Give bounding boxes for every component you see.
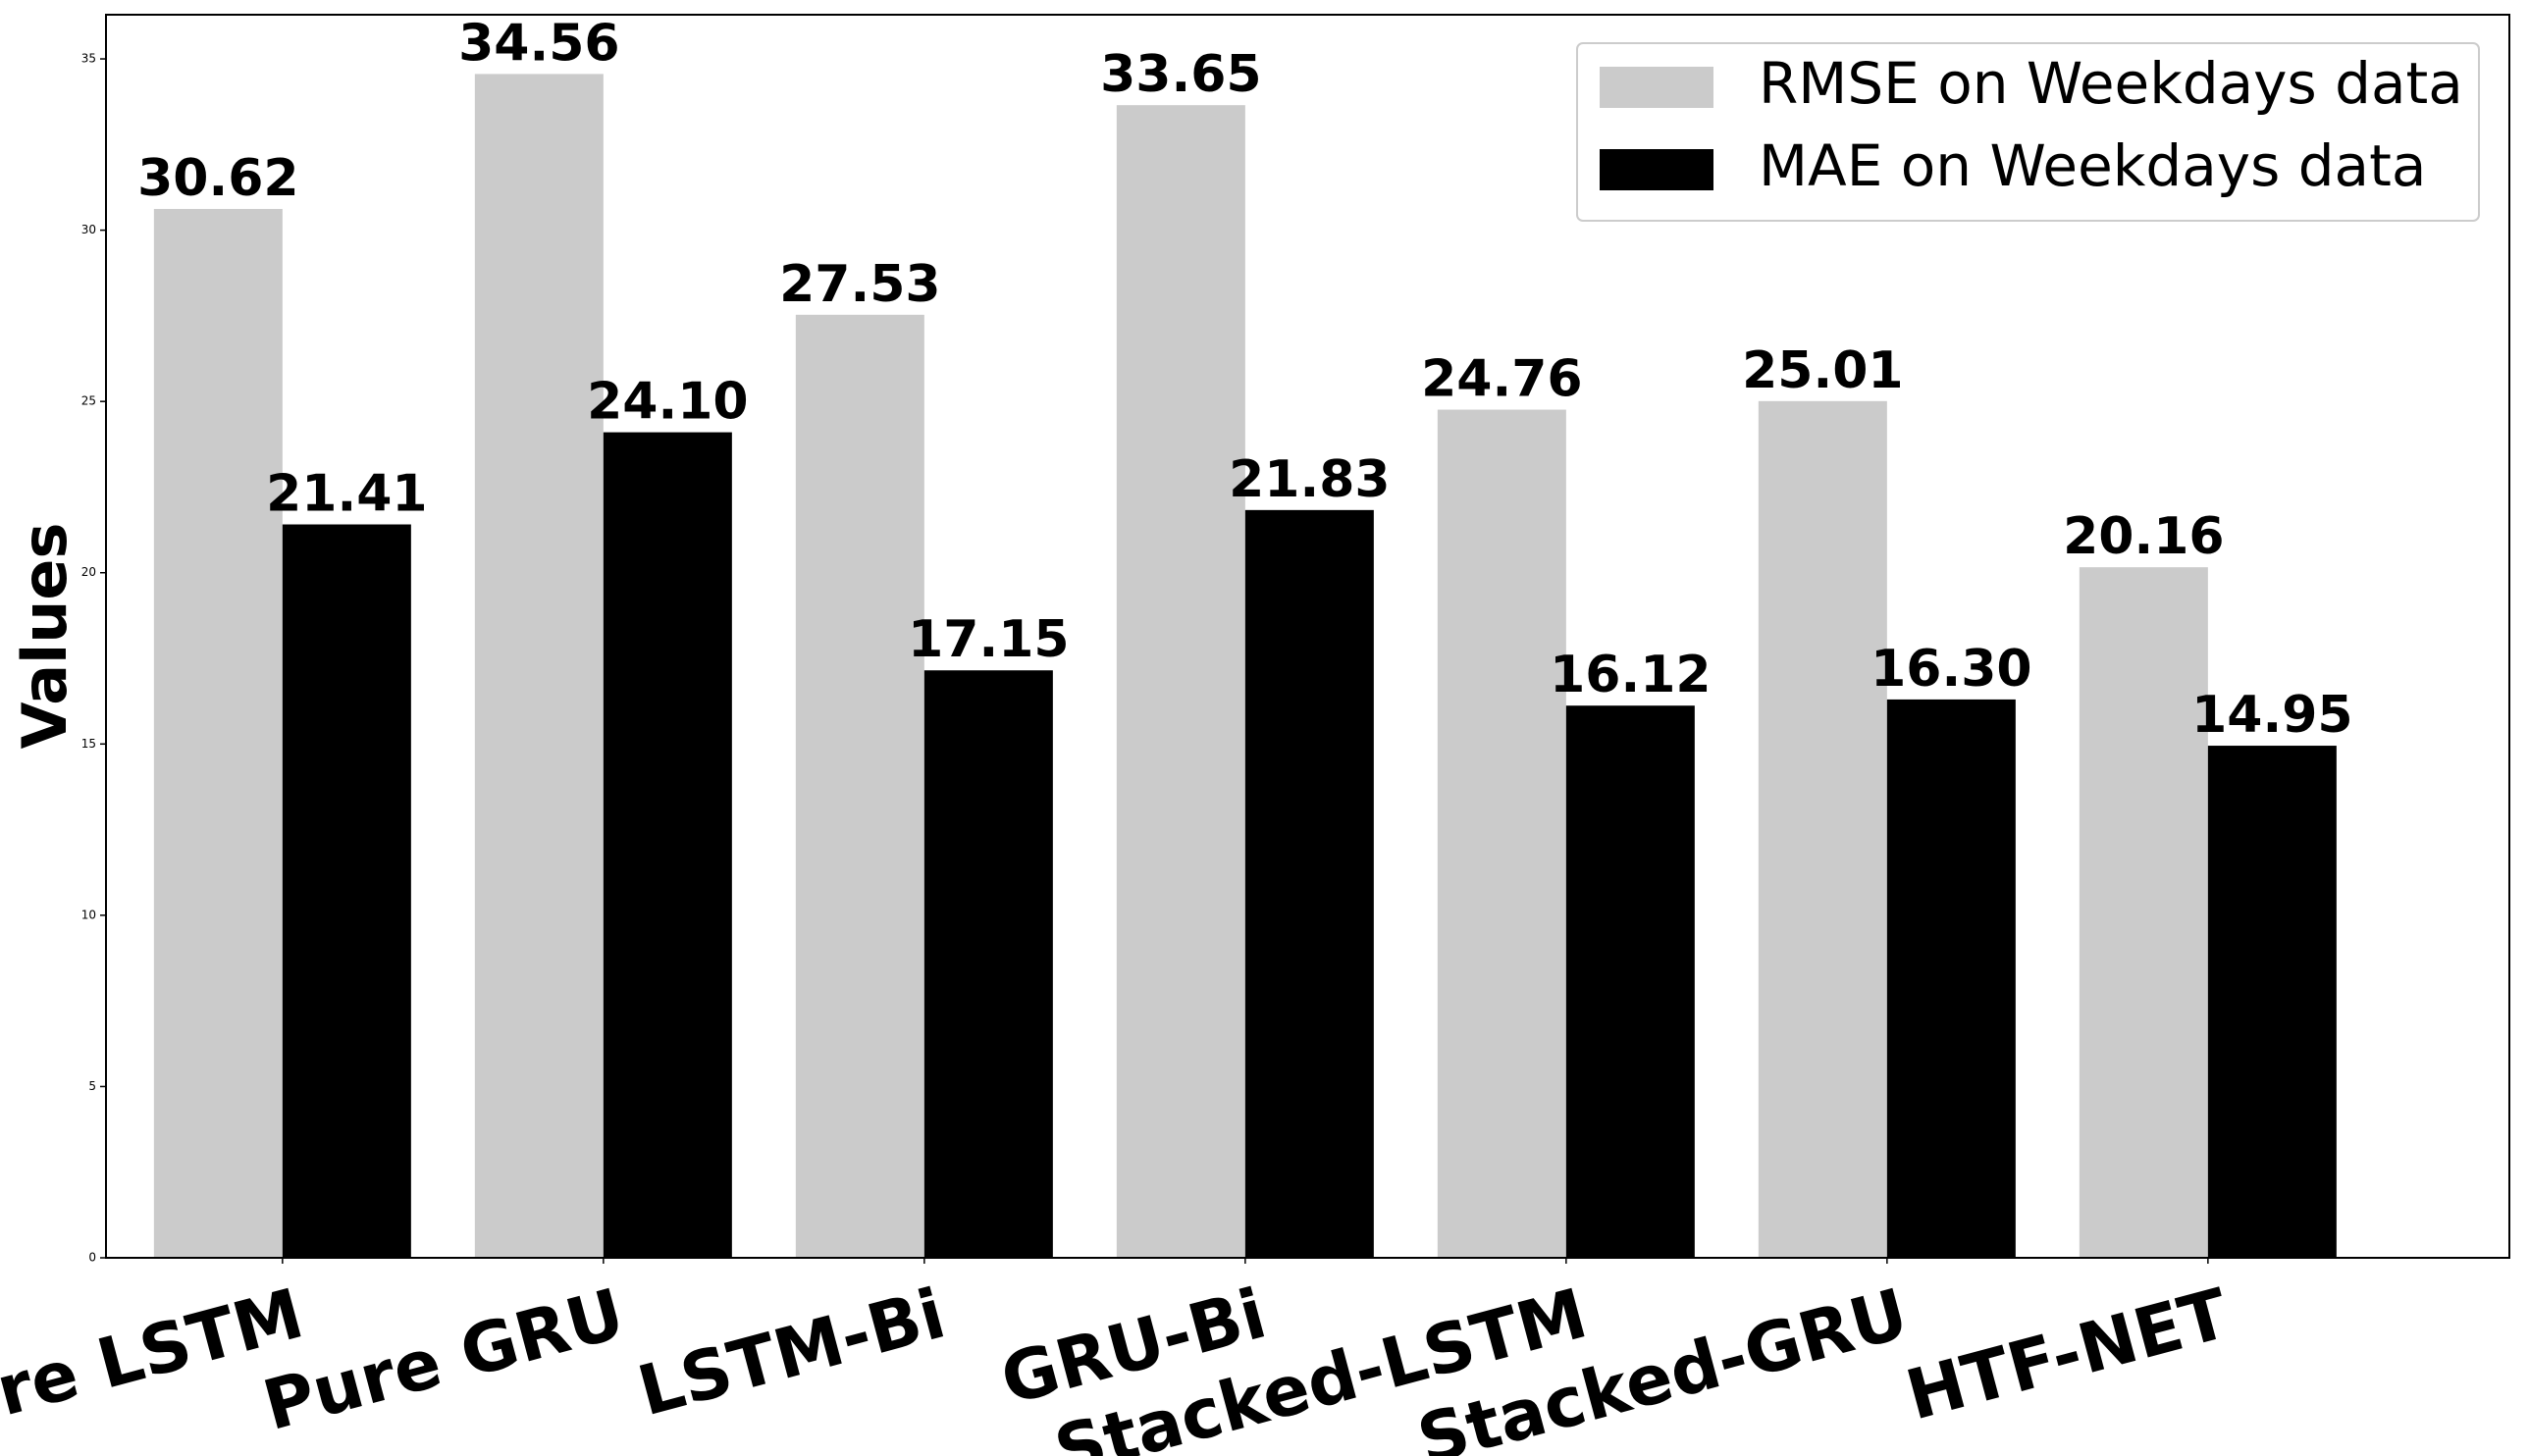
y-tick-label: 5 xyxy=(88,1079,96,1093)
value-label: 21.83 xyxy=(1229,450,1390,509)
bar xyxy=(1437,409,1566,1258)
plot-frame xyxy=(105,14,2510,1259)
value-label: 25.01 xyxy=(1742,341,1903,400)
bar xyxy=(282,524,411,1258)
value-label: 17.15 xyxy=(908,610,1069,669)
bar xyxy=(923,670,1053,1258)
value-label: 24.10 xyxy=(587,373,748,432)
legend-label: RMSE on Weekdays data xyxy=(1759,50,2463,117)
legend-box xyxy=(1576,42,2480,222)
bar xyxy=(474,74,604,1259)
bar xyxy=(2207,746,2337,1258)
y-tick-label: 30 xyxy=(81,223,96,236)
bar xyxy=(1886,699,2016,1258)
value-label: 14.95 xyxy=(2191,686,2352,745)
bar xyxy=(603,432,732,1258)
value-label: 34.56 xyxy=(458,14,619,73)
y-tick-label: 15 xyxy=(81,737,96,751)
x-tick-label: LSTM-Bi xyxy=(630,1274,953,1432)
value-label: 24.76 xyxy=(1421,350,1582,409)
value-label: 30.62 xyxy=(137,149,298,208)
x-tick-label: Pure LSTM xyxy=(0,1274,311,1456)
legend-swatch xyxy=(1600,67,1713,108)
value-label: 20.16 xyxy=(2063,507,2224,566)
x-tick-label: HTF-NET xyxy=(1898,1274,2237,1436)
x-tick-label: Pure GRU xyxy=(255,1274,632,1446)
y-tick-label: 20 xyxy=(81,565,96,579)
y-tick-label: 35 xyxy=(81,52,96,66)
y-tick-label: 25 xyxy=(81,394,96,408)
legend-swatch xyxy=(1600,149,1713,190)
y-tick-label: 0 xyxy=(88,1251,96,1265)
bar xyxy=(1116,105,1245,1258)
value-label: 27.53 xyxy=(779,255,940,314)
y-tick-label: 10 xyxy=(81,908,96,921)
bar xyxy=(2079,567,2208,1258)
legend-label: MAE on Weekdays data xyxy=(1759,132,2426,199)
value-label: 16.30 xyxy=(1870,640,2031,699)
y-axis-label: Values xyxy=(9,523,80,750)
bar xyxy=(153,208,283,1258)
bar xyxy=(1244,509,1374,1258)
bar xyxy=(1565,705,1695,1258)
bar xyxy=(795,314,924,1259)
value-label: 33.65 xyxy=(1100,45,1261,104)
value-label: 21.41 xyxy=(266,465,427,524)
bar xyxy=(1758,400,1887,1258)
value-label: 16.12 xyxy=(1550,646,1711,704)
